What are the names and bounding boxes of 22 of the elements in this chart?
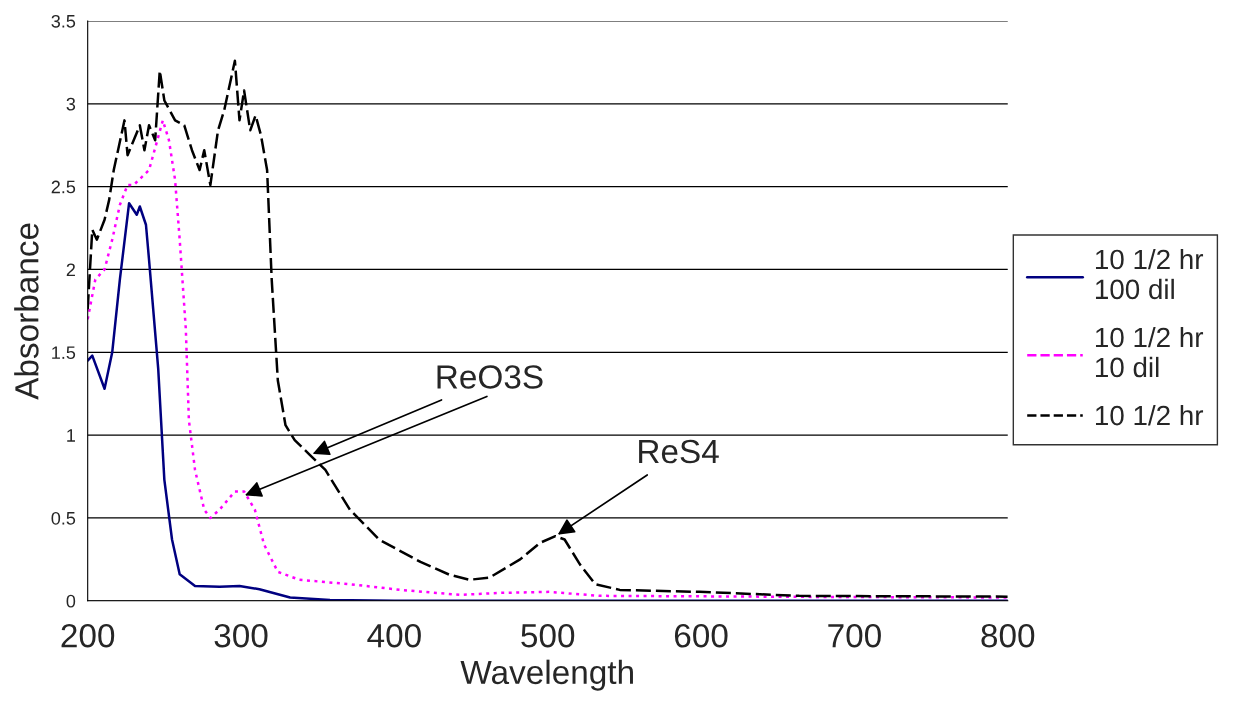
legend-label: 10 1/2 hr 100 dil: [1095, 248, 1204, 300]
x-axis-title: Wavelength: [460, 659, 633, 691]
x-tick-label: 600: [674, 623, 728, 648]
y-tick-label: 3.5: [51, 14, 76, 28]
legend-label: 10 1/2 hr 10 dil: [1095, 326, 1204, 378]
x-tick-label: 500: [521, 623, 575, 648]
x-tick-label: 700: [828, 623, 881, 648]
annotation: ReS4: [639, 439, 719, 464]
y-tick-label: 0: [66, 594, 76, 608]
y-tick-label: 2: [66, 263, 75, 277]
x-tick-label: 300: [214, 623, 268, 648]
y-axis-title: Absorbance: [14, 223, 39, 400]
x-tick-label: 200: [61, 623, 115, 648]
y-tick-label: 1: [67, 429, 75, 442]
y-tick-label: 0.5: [51, 511, 76, 525]
y-tick-label: 2.5: [51, 180, 76, 194]
annotation: ReO3S: [437, 365, 543, 389]
x-tick-label: 400: [367, 623, 421, 648]
legend-label: 10 1/2 hr: [1095, 404, 1204, 426]
y-tick-label: 1.5: [52, 346, 76, 360]
y-tick-label: 3: [66, 97, 76, 111]
x-tick-label: 800: [981, 623, 1035, 648]
